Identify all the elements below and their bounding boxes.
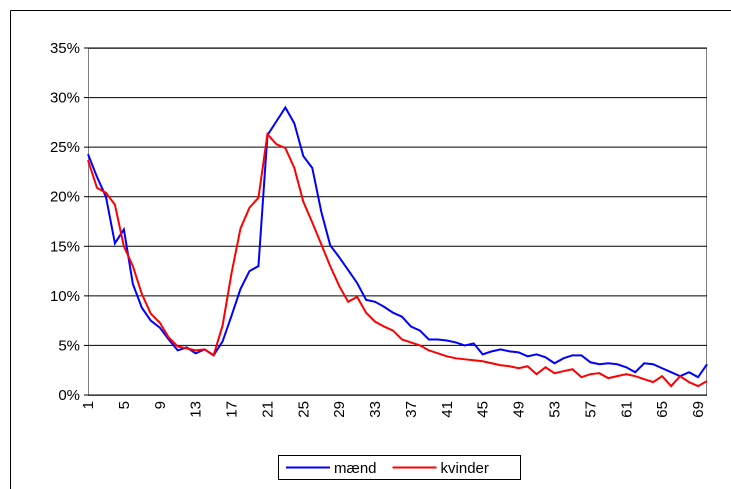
plot-area [88,48,707,396]
x-tick-label: 1 [80,401,97,409]
y-tick-label: 10% [50,288,80,305]
y-tick-label: 25% [50,139,80,156]
y-tick-label: 35% [50,40,80,57]
x-tick-label: 53 [546,401,563,418]
y-tick-label: 30% [50,90,80,107]
y-tick-label: 5% [58,337,80,354]
x-tick-label: 69 [690,401,707,418]
x-tick-label: 33 [367,401,384,418]
legend-label: mænd [334,460,377,477]
x-tick-label: 61 [618,401,635,418]
x-tick-label: 65 [654,401,671,418]
y-tick-label: 20% [50,189,80,206]
x-tick-label: 21 [259,401,276,418]
x-tick-label: 13 [188,401,205,418]
x-tick-label: 37 [403,401,420,418]
x-tick-label: 17 [224,401,241,418]
x-tick-label: 25 [295,401,312,418]
x-tick-label: 9 [152,401,169,409]
x-tick-label: 41 [439,401,456,418]
y-tick-label: 0% [58,387,80,404]
series-line [87,105,708,379]
series-line [87,131,708,388]
y-tick-label: 15% [50,238,80,255]
x-tick-label: 49 [511,401,528,418]
x-tick-label: 29 [331,401,348,418]
x-tick-label: 45 [475,401,492,418]
x-tick-label: 57 [582,401,599,418]
x-tick-label: 5 [116,401,133,409]
legend-label: kvinder [441,460,489,477]
